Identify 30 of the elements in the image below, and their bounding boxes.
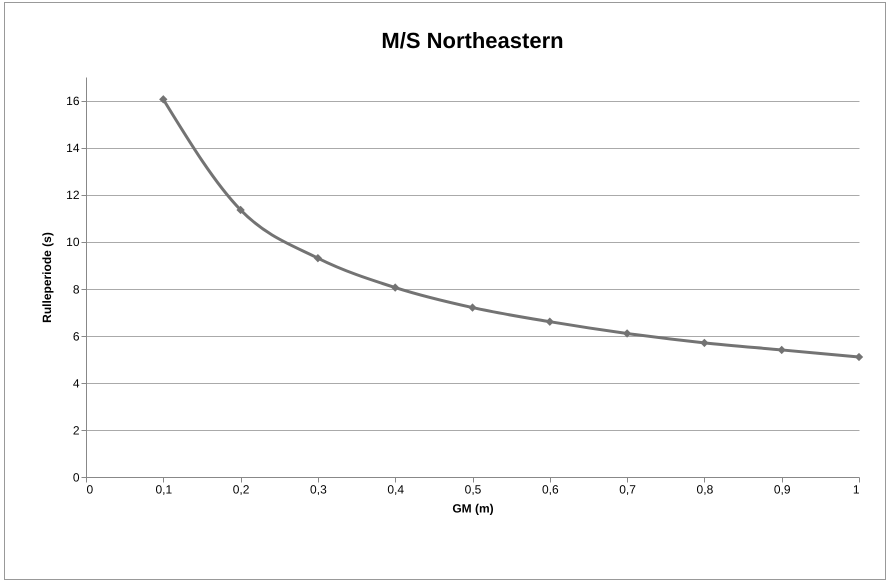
y-tick-label: 2 [72,423,80,438]
y-tick-label: 16 [66,94,80,108]
x-tick-label: 1 [852,482,860,496]
x-tick-label: 0,3 [310,482,328,496]
y-tick-label: 4 [72,376,80,390]
x-tick-label: 0,5 [464,482,482,496]
y-tick-label: 6 [72,329,80,344]
x-tick-label: 0,9 [774,482,791,496]
x-tick-label: 0,2 [232,482,250,496]
point [236,206,245,214]
y-tick-label: 0 [72,470,80,484]
y-axis-title: Rulleperiode (s) [40,232,54,323]
point [778,346,786,354]
point [159,95,168,104]
x-tick-label: 0,1 [155,482,172,496]
chart-title: M/S Northeastern [381,28,564,53]
x-tick-label: 0,8 [696,482,714,496]
x-tick-label: 0,7 [619,482,636,496]
y-tick-label: 14 [66,141,80,156]
point [314,254,322,262]
point [546,318,554,326]
y-tick-label: 8 [72,282,80,296]
x-tick-label: 0,6 [542,482,559,496]
x-tick-label: 0,4 [387,482,404,496]
x-tick-label: 0 [86,482,94,496]
point [468,303,477,312]
y-tick-label: 10 [66,235,80,250]
y-tick-label: 12 [66,188,80,202]
point [391,283,400,292]
x-axis-title: GM (m) [452,502,494,516]
